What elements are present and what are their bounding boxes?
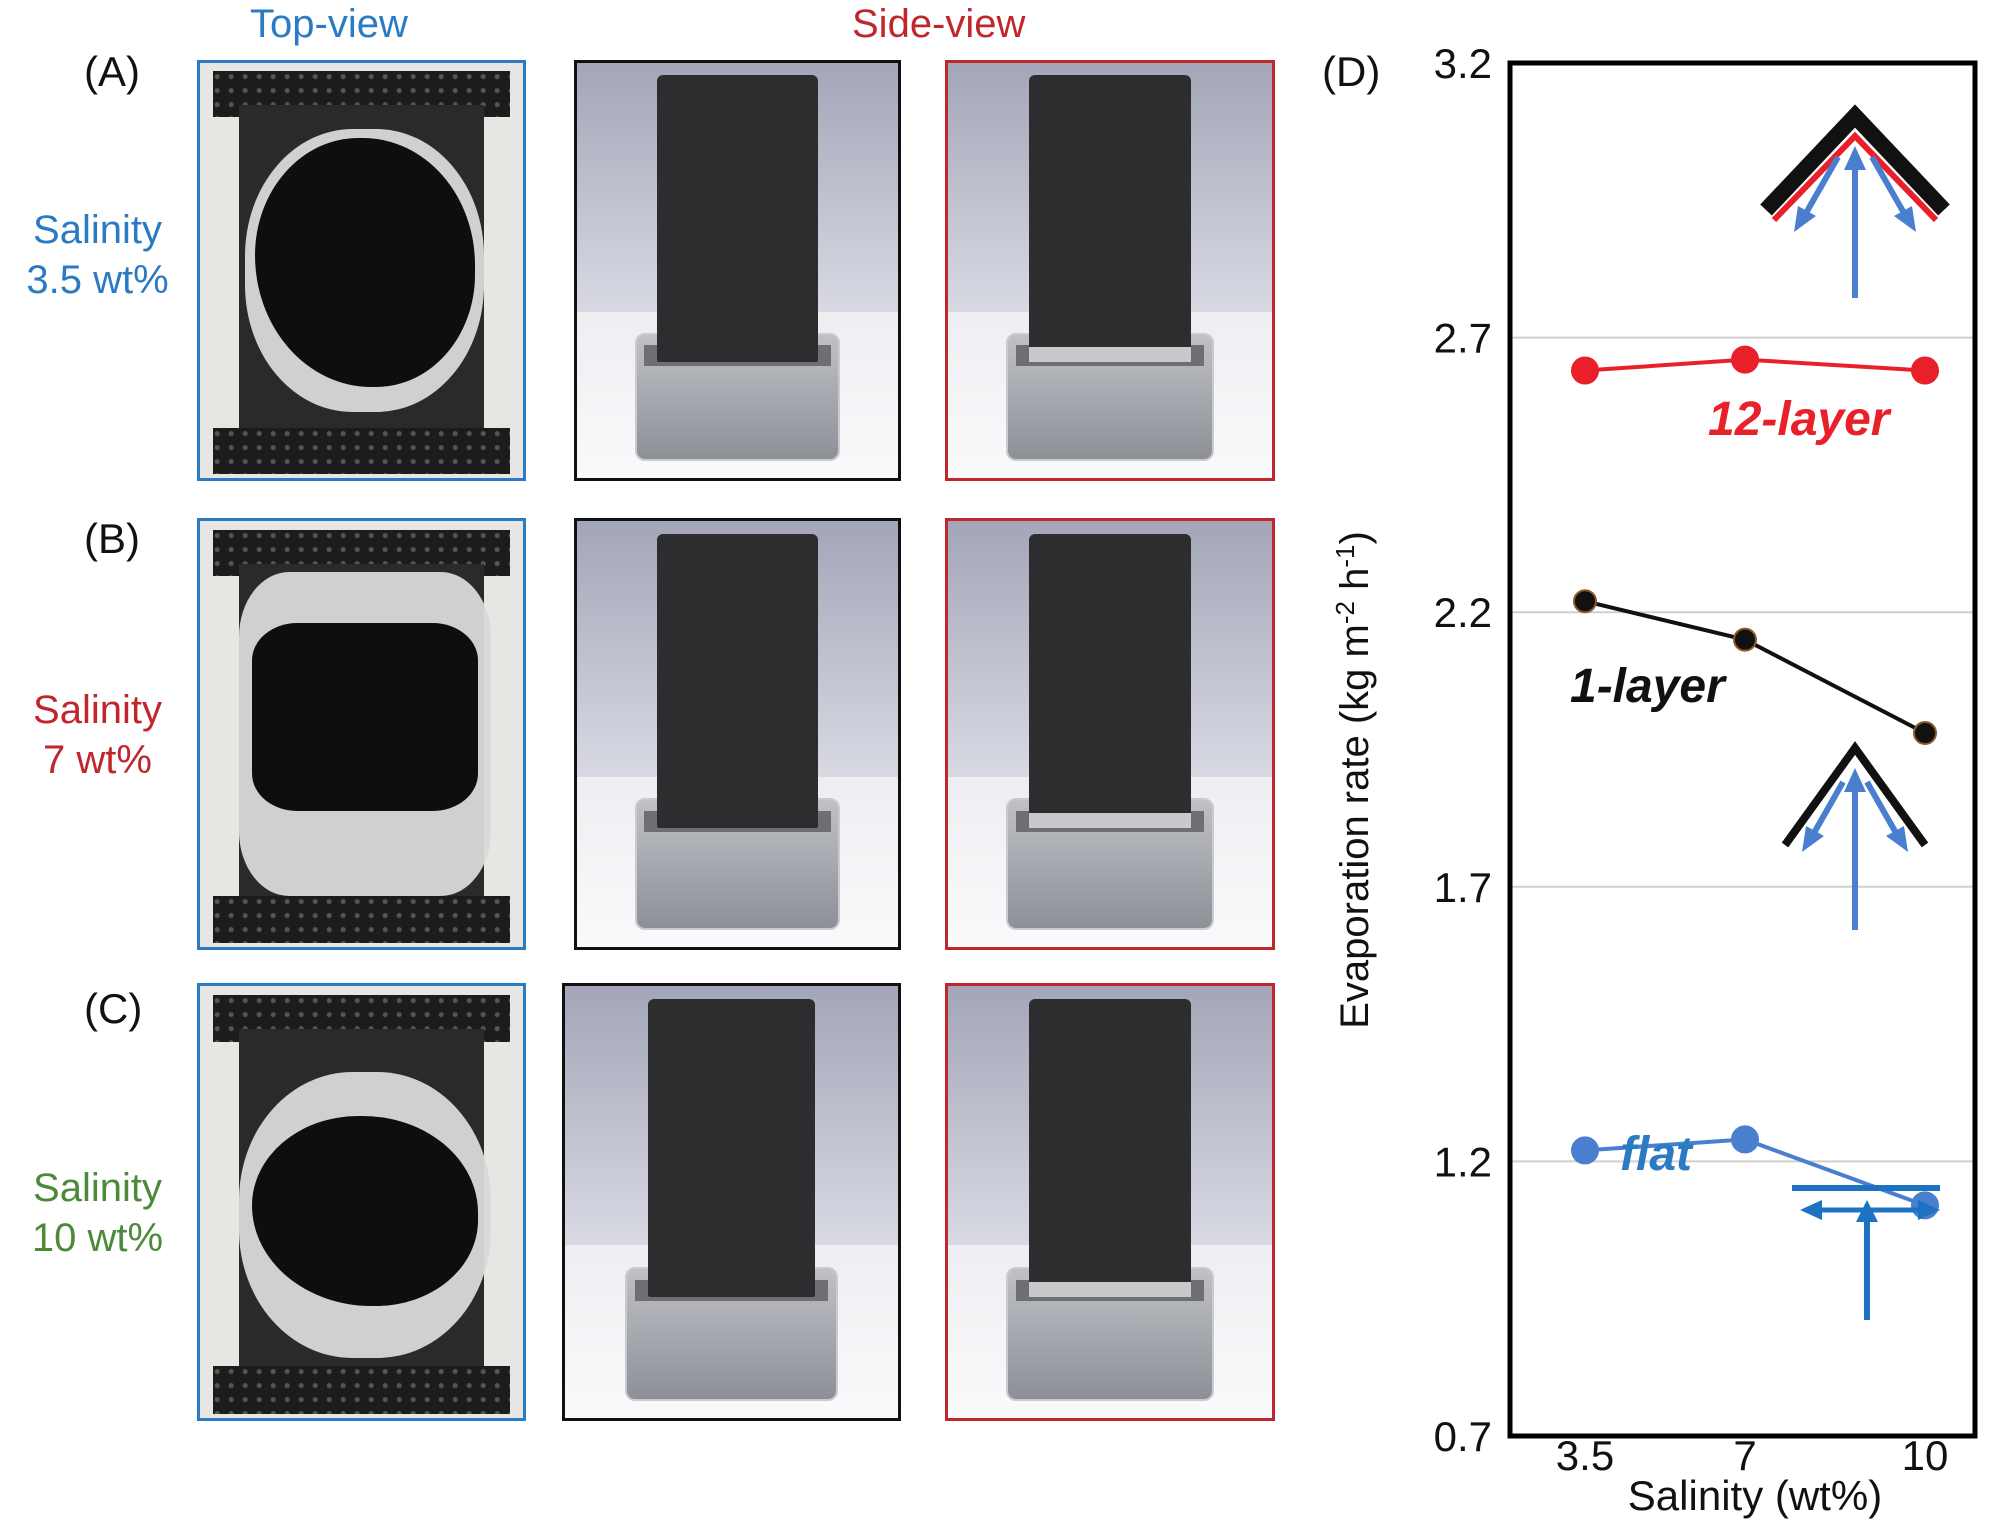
single-layer-roof-schematic-icon	[1781, 741, 1929, 930]
y-tick-label: 0.7	[1434, 1413, 1492, 1460]
series-label-flat: flat	[1620, 1128, 1694, 1181]
data-point	[1571, 1136, 1599, 1165]
photo-top-view-b	[197, 518, 526, 950]
salinity-label-b-line1: Salinity	[33, 688, 162, 732]
panel-label-b: (B)	[84, 515, 140, 562]
y-tick-label: 3.2	[1434, 40, 1492, 87]
y-axis-label-mid: h	[1333, 568, 1377, 601]
x-tick-label: 10	[1902, 1432, 1949, 1479]
photo-side-view-a-black	[574, 60, 901, 481]
x-tick-label: 3.5	[1556, 1432, 1614, 1479]
photo-top-view-c	[197, 983, 526, 1421]
evaporation-chart: Evaporation rate (kg m-2 h-1) Salinity (…	[1330, 40, 1978, 1519]
y-axis-label-sup1: -2	[1330, 601, 1360, 624]
multilayer-roof-schematic-icon	[1760, 104, 1950, 298]
data-point	[1571, 356, 1599, 385]
side-view-header: Side-view	[852, 2, 1026, 46]
x-tick-label: 7	[1733, 1432, 1756, 1479]
data-point	[1913, 721, 1937, 746]
salinity-label-b: Salinity 7 wt%	[5, 685, 190, 785]
y-axis-label-sup2: -1	[1330, 545, 1360, 568]
x-axis-label: Salinity (wt%)	[1628, 1472, 1882, 1519]
panel-label-c: (C)	[84, 985, 143, 1032]
salinity-label-a-line1: Salinity	[33, 208, 162, 252]
y-tick-label: 2.7	[1434, 315, 1492, 362]
salinity-label-a-line2: 3.5 wt%	[26, 258, 169, 302]
data-point	[1731, 1125, 1759, 1154]
data-point	[1733, 627, 1757, 652]
top-view-header: Top-view	[250, 2, 408, 46]
photo-side-view-b-red	[945, 518, 1275, 950]
panel-label-d: (D)	[1322, 48, 1381, 95]
salinity-label-c-line1: Salinity	[33, 1166, 162, 1210]
salinity-label-c: Salinity 10 wt%	[5, 1163, 190, 1263]
series-label-12-layer: 12-layer	[1708, 393, 1892, 446]
salinity-label-a: Salinity 3.5 wt%	[5, 205, 190, 305]
data-point	[1911, 356, 1939, 385]
photo-side-view-c-black	[562, 983, 901, 1421]
y-tick-label: 1.2	[1434, 1138, 1492, 1185]
data-point	[1731, 345, 1759, 374]
photo-side-view-a-red	[945, 60, 1275, 481]
y-tick-label: 1.7	[1434, 864, 1492, 911]
data-point	[1573, 589, 1597, 614]
y-axis-label: Evaporation rate (kg m-2 h-1)	[1330, 531, 1377, 1029]
series-label-1-layer: 1-layer	[1570, 660, 1727, 713]
salinity-label-c-line2: 10 wt%	[31, 1216, 164, 1260]
photo-side-view-c-red	[945, 983, 1275, 1421]
photo-side-view-b-black	[574, 518, 901, 950]
plot-frame	[1507, 60, 1978, 1439]
panel-label-a: (A)	[84, 48, 140, 95]
y-axis-label-main: Evaporation rate (kg m	[1333, 624, 1377, 1029]
photo-top-view-a	[197, 60, 526, 481]
y-tick-label: 2.2	[1434, 589, 1492, 636]
y-axis-label-end: )	[1333, 531, 1377, 544]
flat-schematic-icon	[1792, 1185, 1940, 1320]
salinity-label-b-line2: 7 wt%	[43, 738, 152, 782]
